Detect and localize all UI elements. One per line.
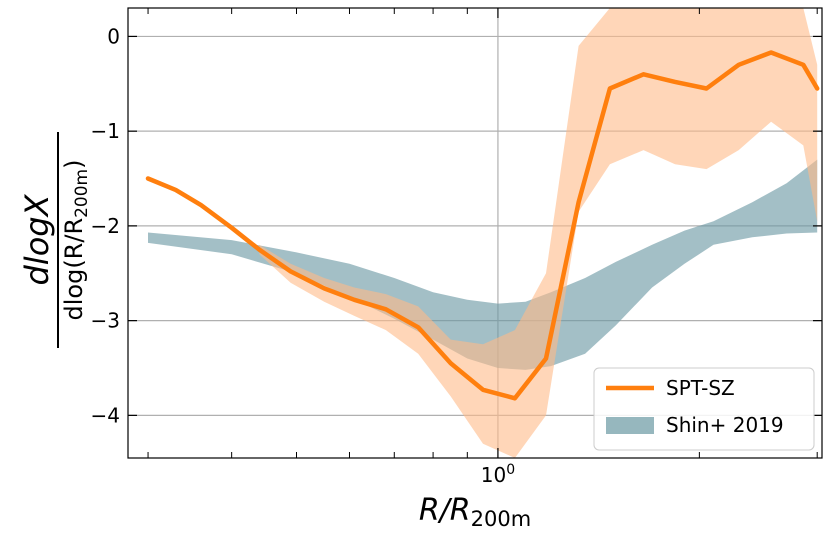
- legend-label-spt-sz: SPT-SZ: [666, 376, 735, 400]
- y-label-numerator: dlogX: [18, 193, 56, 285]
- y-axis-label: dlogX dlog(R/R200m): [18, 132, 92, 348]
- y-tick-label: −4: [91, 403, 120, 427]
- plot-frame: [127, 7, 823, 459]
- legend: SPT-SZ Shin+ 2019: [593, 367, 815, 451]
- shin-2019-band: [148, 159, 818, 370]
- x-axis-label: R/R200m: [419, 493, 531, 531]
- x-tick-label: 100: [481, 462, 515, 487]
- y-tick-label: −2: [91, 214, 120, 238]
- y-tick-label: 0: [107, 24, 120, 48]
- y-tick-label: −3: [91, 309, 120, 333]
- y-label-denominator: dlog(R/R200m): [60, 159, 92, 320]
- spt-sz-line: [145, 50, 820, 401]
- x-tick-label-exponent: 0: [506, 462, 515, 478]
- x-tick-label-base: 10: [481, 463, 506, 487]
- legend-patch-swatch: [606, 417, 654, 434]
- series-lines: [145, 50, 820, 401]
- axis-ticks: [128, 8, 822, 458]
- legend-label-shin-2019: Shin+ 2019: [666, 413, 784, 437]
- y-tick-label: −1: [91, 119, 120, 143]
- spt-sz-band: [259, 8, 818, 458]
